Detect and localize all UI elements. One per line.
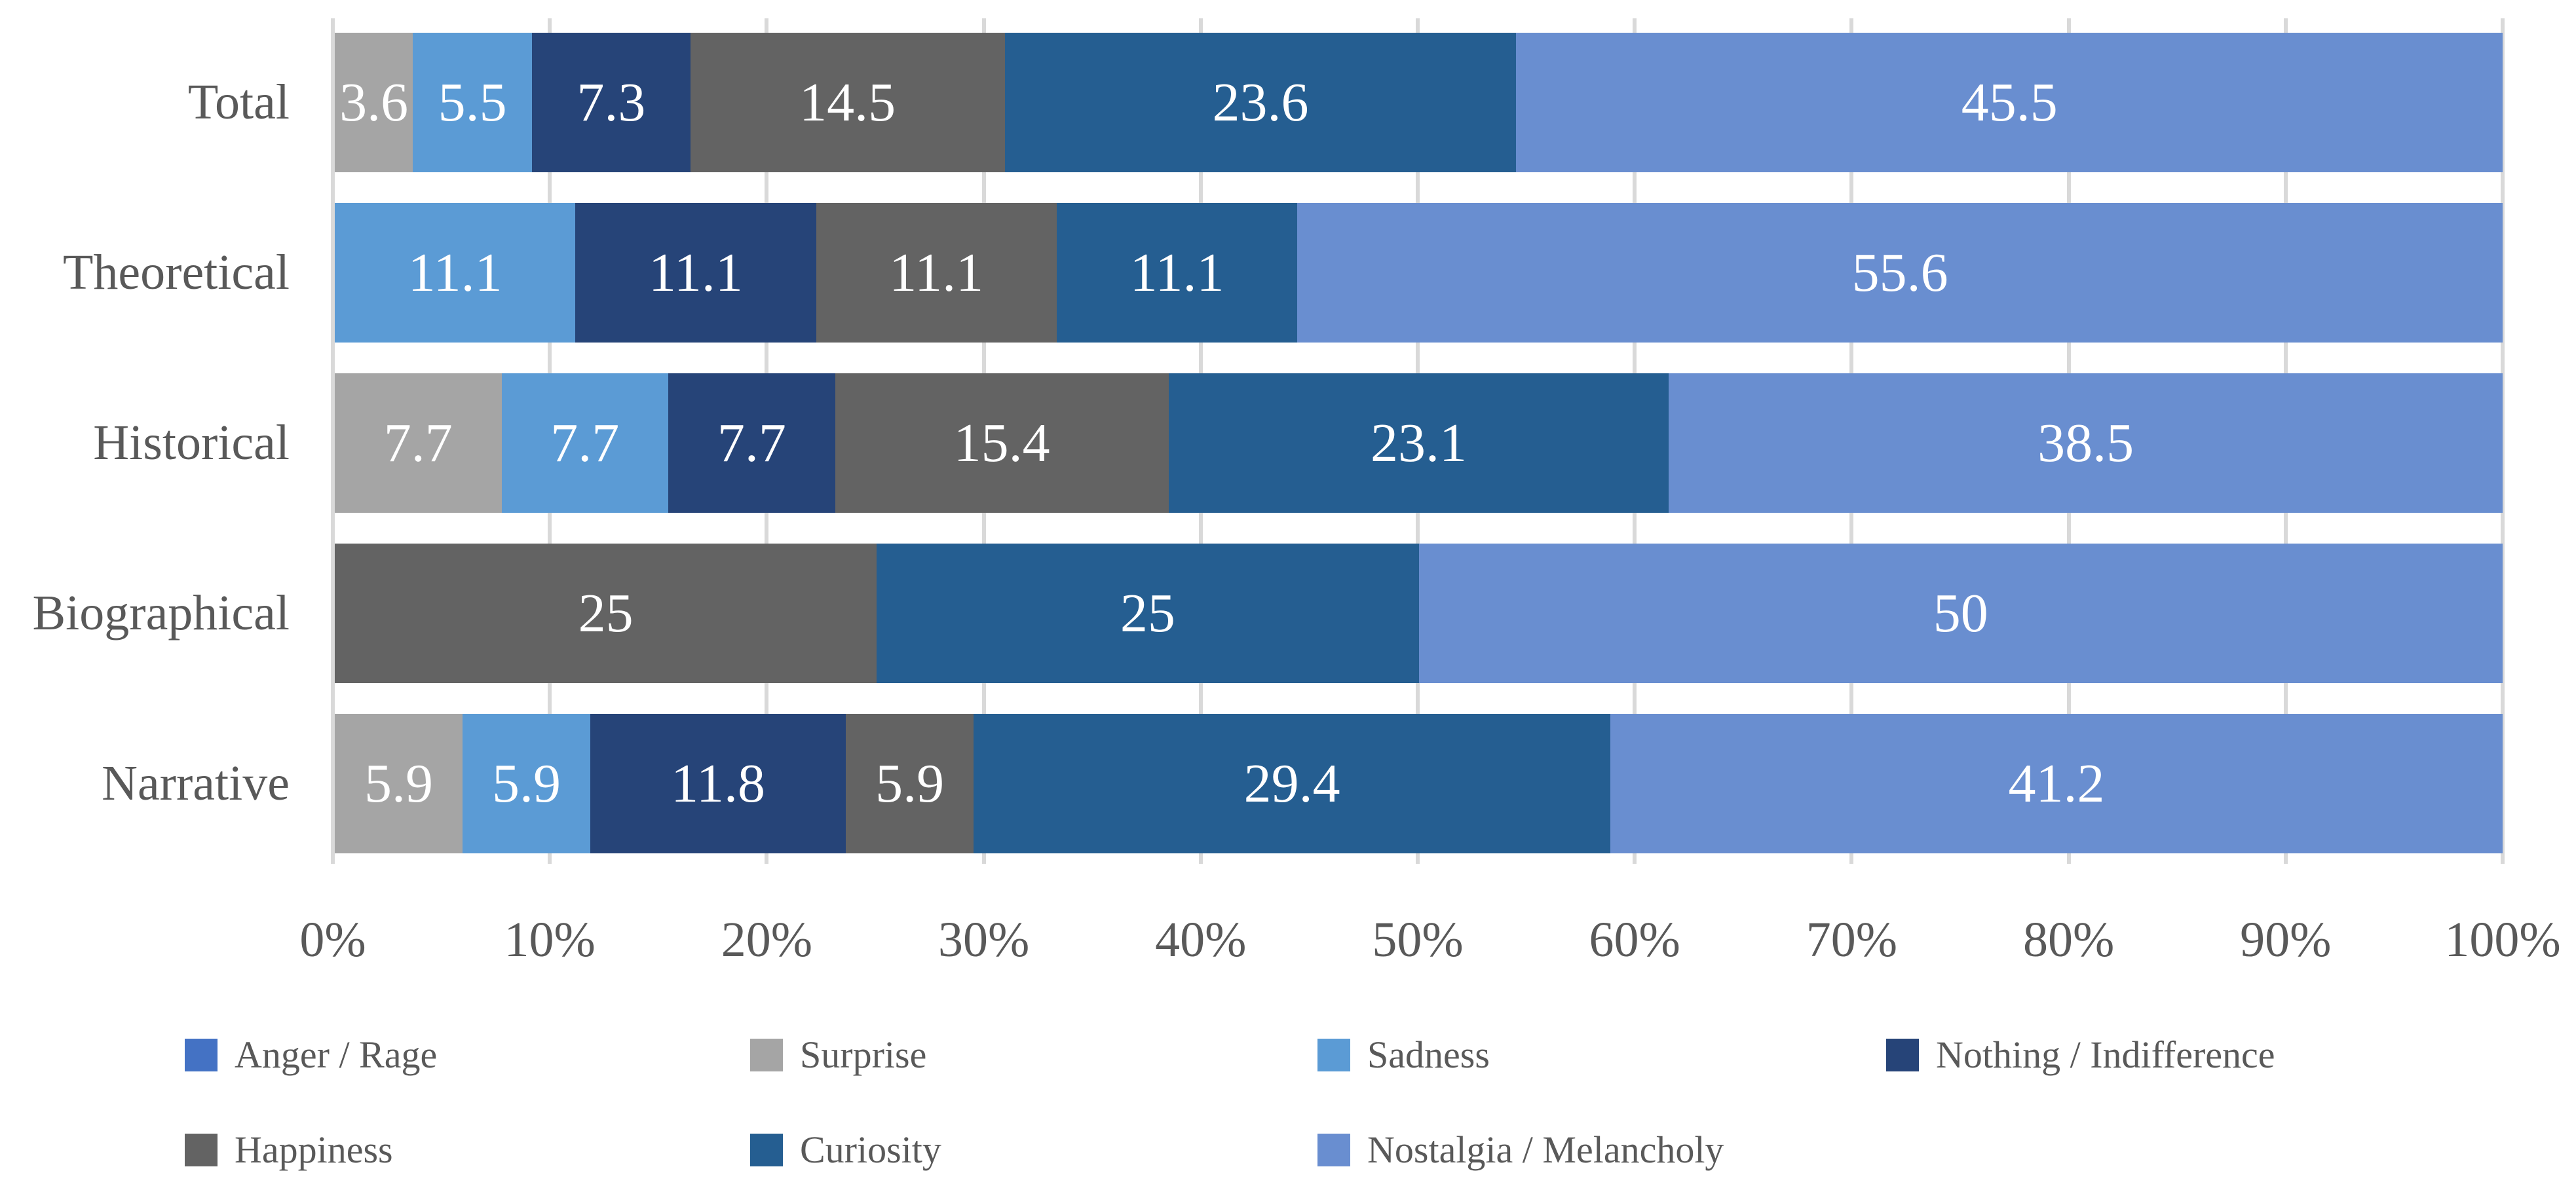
legend-item: Happiness bbox=[185, 1128, 393, 1172]
bar-segment-label: 14.5 bbox=[799, 72, 896, 133]
bar-row: 5.9 5.9 11.8 5.9 29.4 41.2 bbox=[335, 714, 2503, 853]
legend-swatch bbox=[1317, 1133, 1350, 1166]
legend-swatch bbox=[1317, 1038, 1350, 1071]
category-label: Total bbox=[187, 75, 290, 130]
bar-segment-label: 5.9 bbox=[364, 753, 434, 814]
x-tick-label: 60% bbox=[1589, 912, 1680, 967]
legend-swatch bbox=[750, 1133, 783, 1166]
bar-segment: 29.4 bbox=[974, 714, 1611, 853]
legend-label: Sadness bbox=[1367, 1033, 1490, 1076]
bar-segment: 15.4 bbox=[835, 373, 1169, 513]
bar-segment: 45.5 bbox=[1516, 33, 2503, 172]
bar-segment-label: 25 bbox=[578, 583, 634, 644]
legend-item: Sadness bbox=[1317, 1033, 1490, 1077]
bar-segment: 11.1 bbox=[1056, 203, 1298, 343]
x-tick-label: 100% bbox=[2444, 912, 2561, 967]
legend-label: Curiosity bbox=[800, 1128, 941, 1171]
bar-segment: 11.1 bbox=[816, 203, 1057, 343]
bar-segment: 5.5 bbox=[413, 33, 533, 172]
bar-segment-label: 11.1 bbox=[889, 242, 984, 303]
bar-segment-label: 41.2 bbox=[2008, 753, 2105, 814]
bar-segment: 23.1 bbox=[1168, 373, 1669, 513]
bar-segment-label: 23.6 bbox=[1212, 72, 1309, 133]
bar-segment-label: 3.6 bbox=[339, 72, 409, 133]
bar-segment-label: 11.1 bbox=[1129, 242, 1224, 303]
x-tick-label: 0% bbox=[299, 912, 366, 967]
bar-segment: 38.5 bbox=[1669, 373, 2503, 513]
bar-segment: 11.1 bbox=[575, 203, 816, 343]
gridline bbox=[2501, 18, 2505, 864]
bar-segment-label: 11.8 bbox=[671, 753, 766, 814]
bar-segment: 3.6 bbox=[335, 33, 413, 172]
x-tick-label: 30% bbox=[938, 912, 1030, 967]
legend-label: Surprise bbox=[800, 1033, 927, 1076]
bar-segment-label: 45.5 bbox=[1961, 72, 2058, 133]
x-tick-label: 20% bbox=[721, 912, 813, 967]
legend-item: Curiosity bbox=[750, 1128, 941, 1172]
x-tick-label: 50% bbox=[1372, 912, 1464, 967]
x-tick-label: 80% bbox=[2022, 912, 2115, 967]
bar-segment-label: 38.5 bbox=[2037, 413, 2134, 473]
bar-row: 7.7 7.7 7.7 15.4 23.1 38.5 bbox=[335, 373, 2503, 513]
bar-segment-label: 25 bbox=[1120, 583, 1175, 644]
bar-segment: 7.7 bbox=[501, 373, 669, 513]
bar-segment: 41.2 bbox=[1610, 714, 2503, 853]
bar-segment-label: 23.1 bbox=[1370, 413, 1467, 473]
bar-segment-label: 7.7 bbox=[717, 413, 786, 473]
bar-segment: 14.5 bbox=[690, 33, 1005, 172]
x-tick-label: 10% bbox=[504, 912, 596, 967]
bar-segment-label: 5.9 bbox=[875, 753, 945, 814]
bar-segment: 25 bbox=[335, 544, 877, 683]
bar-segment: 5.9 bbox=[463, 714, 591, 853]
legend-swatch bbox=[185, 1038, 218, 1071]
bar-row: 25 25 50 bbox=[335, 544, 2503, 683]
bar-segment: 7.7 bbox=[335, 373, 502, 513]
legend-item: Surprise bbox=[750, 1033, 926, 1077]
legend-item: Nostalgia / Melancholy bbox=[1317, 1128, 1724, 1172]
x-tick-label: 40% bbox=[1155, 912, 1247, 967]
bar-segment-label: 5.5 bbox=[438, 72, 507, 133]
bar-segment-label: 29.4 bbox=[1243, 753, 1340, 814]
category-label: Biographical bbox=[32, 585, 290, 640]
legend-label: Nostalgia / Melancholy bbox=[1367, 1128, 1724, 1171]
gridline bbox=[331, 18, 335, 864]
bar-row: 3.6 5.5 7.3 14.5 23.6 45.5 bbox=[335, 33, 2503, 172]
category-label: Theoretical bbox=[62, 245, 290, 300]
category-label: Historical bbox=[93, 415, 290, 470]
bar-segment: 23.6 bbox=[1004, 33, 1517, 172]
legend-label: Nothing / Indifference bbox=[1936, 1033, 2275, 1076]
legend-item: Nothing / Indifference bbox=[1886, 1033, 2275, 1077]
bar-segment: 5.9 bbox=[335, 714, 463, 853]
x-tick-label: 90% bbox=[2240, 912, 2332, 967]
bar-segment-label: 7.3 bbox=[577, 72, 646, 133]
bar-segment: 11.8 bbox=[590, 714, 846, 853]
bar-segment: 7.7 bbox=[668, 373, 835, 513]
bar-segment-label: 11.1 bbox=[407, 242, 502, 303]
bar-segment-label: 7.7 bbox=[550, 413, 620, 473]
category-label: Narrative bbox=[102, 756, 290, 811]
bar-segment: 11.1 bbox=[335, 203, 576, 343]
legend-label: Anger / Rage bbox=[235, 1033, 438, 1076]
bar-segment: 25 bbox=[877, 544, 1419, 683]
x-tick-label: 70% bbox=[1806, 912, 1898, 967]
bar-segment-label: 5.9 bbox=[492, 753, 561, 814]
bar-segment-label: 50 bbox=[1933, 583, 1988, 644]
legend-label: Happiness bbox=[235, 1128, 393, 1171]
bar-row: 11.1 11.1 11.1 11.1 55.6 bbox=[335, 203, 2503, 343]
bar-segment: 50 bbox=[1418, 544, 2503, 683]
bar-segment-label: 11.1 bbox=[649, 242, 743, 303]
legend-item: Anger / Rage bbox=[185, 1033, 437, 1077]
bar-segment-label: 15.4 bbox=[953, 413, 1050, 473]
legend-swatch bbox=[750, 1038, 783, 1071]
bar-segment: 5.9 bbox=[846, 714, 974, 853]
bar-segment: 7.3 bbox=[532, 33, 691, 172]
legend-swatch bbox=[185, 1133, 218, 1166]
bar-segment: 55.6 bbox=[1297, 203, 2503, 343]
bar-segment-label: 55.6 bbox=[1851, 242, 1948, 303]
legend-swatch bbox=[1886, 1038, 1919, 1071]
bar-segment-label: 7.7 bbox=[383, 413, 453, 473]
